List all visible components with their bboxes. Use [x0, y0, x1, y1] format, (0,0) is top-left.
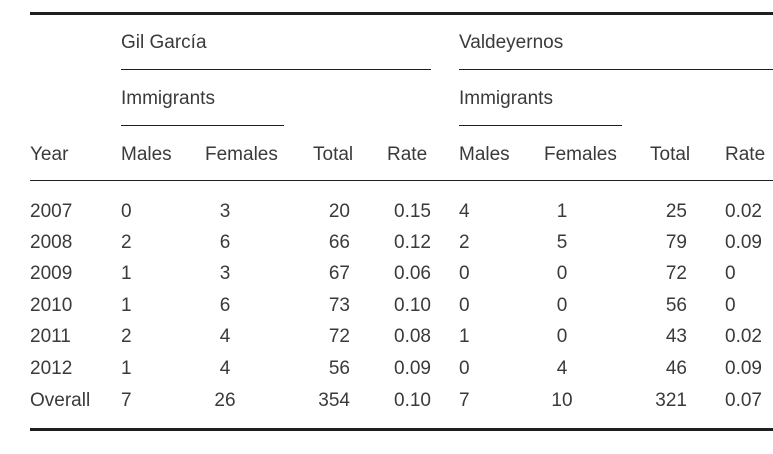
cell-total: 354: [318, 390, 350, 411]
column-header-rate: Rate: [725, 144, 766, 165]
cell-rate: 0.10: [394, 295, 431, 316]
group-rule-gil-garcia: [121, 69, 431, 70]
cell-rate: 0.09: [725, 232, 762, 253]
cell-total: 72: [328, 326, 350, 347]
subheader-immigrants-valdeyernos: Immigrants: [459, 88, 553, 109]
cell-males: 2: [459, 232, 470, 253]
cell-year: 2007: [30, 201, 73, 222]
column-header-total: Total: [650, 144, 691, 165]
cell-females: 3: [219, 201, 231, 222]
cell-total: 67: [328, 263, 350, 284]
subheader-immigrants-gil-garcia: Immigrants: [121, 88, 215, 109]
cell-males: 7: [121, 390, 132, 411]
cell-total: 79: [665, 232, 687, 253]
cell-females: 6: [219, 232, 231, 253]
group-header-gil-garcia: Gil García: [121, 32, 207, 53]
cell-rate: 0.10: [394, 390, 431, 411]
cell-males: 2: [121, 232, 132, 253]
group-header-valdeyernos: Valdeyernos: [459, 32, 564, 53]
cell-females: 4: [219, 326, 231, 347]
subheader-rule-gil-garcia: [121, 125, 284, 126]
cell-males: 7: [459, 390, 470, 411]
cell-rate: 0.09: [725, 358, 762, 379]
cell-year: 2008: [30, 232, 73, 253]
cell-year: 2011: [30, 326, 71, 347]
cell-rate: 0.02: [725, 326, 762, 347]
cell-rate: 0.15: [394, 201, 431, 222]
cell-total: 20: [328, 201, 350, 222]
cell-year: 2009: [30, 263, 73, 284]
cell-rate: 0.02: [725, 201, 762, 222]
cell-rate: 0.08: [394, 326, 431, 347]
cell-females: 3: [219, 263, 231, 284]
subheader-rule-valdeyernos: [459, 125, 622, 126]
cell-total: 56: [328, 358, 350, 379]
cell-rate: 0.12: [394, 232, 431, 253]
cell-males: 0: [459, 263, 470, 284]
column-header-total: Total: [313, 144, 354, 165]
cell-total: 321: [655, 390, 687, 411]
cell-males: 1: [121, 295, 132, 316]
header-rule: [30, 180, 773, 181]
cell-males: 1: [459, 326, 470, 347]
cell-total: 56: [665, 295, 687, 316]
group-rule-valdeyernos: [459, 69, 773, 70]
column-header-females: Females: [544, 144, 617, 165]
column-header-rate: Rate: [387, 144, 428, 165]
cell-females: 0: [556, 263, 568, 284]
cell-females: 1: [556, 201, 568, 222]
cell-rate: 0.07: [725, 390, 762, 411]
cell-males: 0: [459, 295, 470, 316]
top-rule: [30, 12, 773, 15]
cell-females: 26: [214, 390, 236, 411]
cell-females: 5: [556, 232, 568, 253]
cell-year: 2010: [30, 295, 73, 316]
cell-total: 25: [665, 201, 687, 222]
cell-males: 1: [121, 358, 132, 379]
cell-females: 0: [556, 326, 568, 347]
column-header-males: Males: [121, 144, 172, 165]
cell-males: 0: [459, 358, 470, 379]
cell-males: 0: [121, 201, 132, 222]
cell-rate: 0: [725, 263, 736, 284]
cell-year: 2012: [30, 358, 73, 379]
column-header-females: Females: [205, 144, 278, 165]
bottom-rule: [30, 428, 773, 431]
cell-total: 43: [665, 326, 687, 347]
cell-total: 73: [328, 295, 350, 316]
cell-males: 2: [121, 326, 132, 347]
column-header-year: Year: [30, 144, 69, 165]
cell-females: 0: [556, 295, 568, 316]
cell-females: 10: [551, 390, 573, 411]
cell-total: 46: [665, 358, 687, 379]
column-header-males: Males: [459, 144, 510, 165]
cell-females: 6: [219, 295, 231, 316]
cell-total: 72: [665, 263, 687, 284]
cell-males: 1: [121, 263, 132, 284]
cell-rate: 0.06: [394, 263, 431, 284]
cell-year: Overall: [30, 390, 91, 411]
cell-males: 4: [459, 201, 470, 222]
cell-rate: 0: [725, 295, 736, 316]
cell-total: 66: [328, 232, 350, 253]
cell-females: 4: [556, 358, 568, 379]
cell-rate: 0.09: [394, 358, 431, 379]
cell-females: 4: [219, 358, 231, 379]
